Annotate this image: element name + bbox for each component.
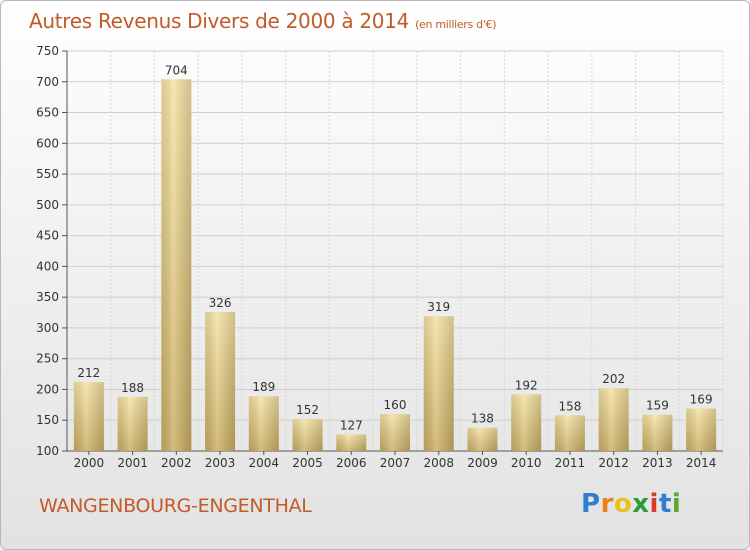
bar-layer [73, 79, 717, 452]
x-tick-label: 2014 [686, 456, 717, 470]
bar-shading [336, 434, 367, 451]
bar-shading [205, 311, 236, 451]
logo-letter: t [658, 489, 672, 519]
bar-shading [117, 396, 148, 451]
y-tick-label: 650 [36, 106, 59, 120]
x-tick-label: 2003 [205, 456, 236, 470]
chart-subtitle: (en milliers d'€) [415, 18, 497, 31]
chart-title: Autres Revenus Divers de 2000 à 2014 (en … [29, 9, 497, 33]
chart-title-text: Autres Revenus Divers de 2000 à 2014 [29, 9, 410, 33]
bar-shading [161, 79, 192, 452]
value-label: 212 [77, 366, 100, 380]
logo-letter: P [581, 489, 601, 519]
bar-shading [248, 396, 279, 451]
logo-letter: i [649, 489, 659, 519]
bar-shading [73, 382, 104, 451]
value-label: 152 [296, 403, 319, 417]
y-tick-label: 500 [36, 198, 59, 212]
x-tick-label: 2002 [161, 456, 192, 470]
y-tick-label: 350 [36, 290, 59, 304]
y-tick-label: 550 [36, 167, 59, 181]
x-tick-label: 2007 [380, 456, 411, 470]
value-label: 202 [602, 372, 625, 386]
y-tick-label: 100 [36, 444, 59, 458]
y-tick-label: 700 [36, 75, 59, 89]
x-tick-label: 2001 [117, 456, 148, 470]
y-tick-label: 600 [36, 136, 59, 150]
x-tick-label: 2009 [467, 456, 498, 470]
bar-shading [380, 414, 410, 451]
x-tick-label: 2004 [249, 456, 280, 470]
bar-shading [423, 316, 454, 451]
value-label: 138 [471, 412, 494, 426]
y-tick-label: 200 [36, 382, 59, 396]
y-tick-label: 750 [36, 44, 59, 58]
logo-letter: r [600, 489, 614, 519]
value-label: 189 [252, 380, 275, 394]
bar-shading [292, 419, 323, 451]
value-label: 704 [165, 63, 188, 77]
proxiti-logo: Proxiti [581, 489, 681, 519]
value-label: 319 [427, 300, 450, 314]
y-tick-label: 300 [36, 321, 59, 335]
y-tick-label: 250 [36, 352, 59, 366]
x-tick-label: 2006 [336, 456, 367, 470]
bar-shading [467, 427, 498, 451]
logo-letter: x [632, 489, 650, 519]
label-layer: 212 188 704 326 189 152 127 160 319 138 192 158 202 1… [77, 63, 712, 432]
bar-shading [598, 388, 629, 451]
x-tick-label: 2013 [642, 456, 673, 470]
bar-shading [554, 415, 585, 451]
x-tick-label: 2005 [292, 456, 323, 470]
bar-shading [511, 394, 542, 451]
x-tick-label: 2000 [74, 456, 105, 470]
x-tick-label: 2011 [555, 456, 586, 470]
value-label: 169 [690, 393, 713, 407]
bar-shading [686, 408, 717, 451]
logo-letter: o [613, 489, 633, 519]
x-tick-label: 2012 [598, 456, 629, 470]
y-tick-label: 400 [36, 259, 59, 273]
value-label: 158 [558, 399, 581, 413]
logo-letter: i [671, 489, 682, 519]
value-label: 192 [515, 378, 538, 392]
x-tick-label: 2008 [423, 456, 454, 470]
value-label: 127 [340, 418, 363, 432]
y-tick-label: 450 [36, 229, 59, 243]
value-label: 160 [384, 398, 407, 412]
value-label: 159 [646, 399, 669, 413]
bar-shading [642, 414, 673, 451]
value-label: 188 [121, 381, 144, 395]
x-tick-label: 2010 [511, 456, 542, 470]
y-tick-label: 150 [36, 413, 59, 427]
value-label: 326 [209, 296, 232, 310]
commune-name: WANGENBOURG-ENGENTHAL [39, 495, 312, 517]
